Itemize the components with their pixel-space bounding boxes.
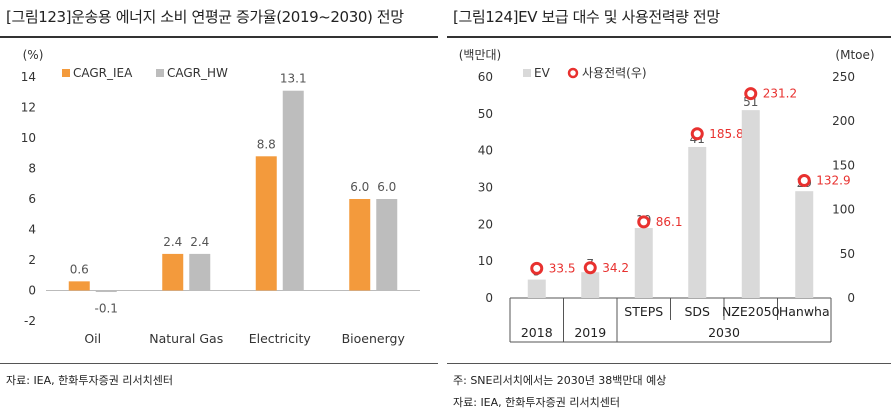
x-group-label: 2018	[521, 325, 553, 340]
right-tick-label: 0	[847, 291, 855, 305]
y-tick-label: 12	[21, 101, 36, 115]
ev-bar-steps	[634, 228, 653, 298]
y-axis-unit: (%)	[23, 48, 44, 62]
y-tick-label: 6	[28, 192, 36, 206]
left-tick-label: 30	[478, 181, 493, 195]
right-source-rule	[447, 363, 891, 364]
x-group-label: 2030	[708, 325, 740, 340]
left-source: 자료: IEA, 한화투자증권 리서치센터	[6, 374, 173, 387]
bar-cagr-hw-bioenergy	[376, 199, 398, 291]
right-chart-title: [그림124]EV 보급 대수 및 사용전력량 전망	[453, 8, 720, 26]
legend-label: CAGR_HW	[167, 66, 228, 80]
data-label: 0.6	[70, 262, 89, 276]
power-data-label: 231.2	[763, 87, 797, 101]
bar-cagr-iea-oil	[68, 281, 90, 291]
legend-label: CAGR_IEA	[73, 66, 133, 80]
ev-bar-sds	[688, 146, 707, 298]
ev-bar-nze2050	[741, 110, 760, 299]
data-label: 2.4	[163, 235, 182, 249]
left-tick-label: 10	[478, 254, 493, 268]
right-axis-unit: (Mtoe)	[835, 48, 874, 62]
x-scenario-label: NZE2050	[722, 304, 780, 319]
left-axis-unit: (백만대)	[459, 48, 501, 62]
y-tick-label: -2	[24, 314, 36, 328]
x-category-label: Natural Gas	[149, 331, 223, 346]
data-label: 2.4	[190, 235, 209, 249]
left-tick-label: 60	[478, 70, 493, 84]
x-category-label: Electricity	[249, 331, 312, 346]
left-tick-label: 50	[478, 107, 493, 121]
power-marker-2019	[583, 261, 597, 275]
bar-cagr-iea-bioenergy	[349, 199, 371, 291]
power-data-label: 34.2	[602, 261, 629, 275]
data-label: 6.0	[377, 180, 396, 194]
left-tick-label: 20	[478, 217, 493, 231]
x-scenario-label: SDS	[685, 304, 711, 319]
power-data-label: 185.8	[709, 127, 743, 141]
bar-cagr-hw-oil	[95, 290, 117, 293]
right-tick-label: 100	[832, 203, 855, 217]
power-data-label: 33.5	[549, 261, 576, 275]
data-label: 6.0	[350, 180, 369, 194]
y-tick-label: 0	[28, 284, 36, 298]
left-source-rule	[0, 363, 438, 364]
legend-label: 사용전력(우)	[582, 66, 647, 80]
right-tick-label: 150	[832, 158, 855, 172]
right-chart-panel: [그림124]EV 보급 대수 및 사용전력량 전망 (백만대) (Mtoe) 0 1…	[447, 0, 891, 414]
bar-cagr-iea-natural-gas	[162, 253, 184, 291]
legend-label: EV	[534, 66, 551, 80]
y-tick-label: 10	[21, 131, 36, 145]
left-title-rule	[0, 36, 438, 38]
x-scenario-label: Hanwha	[779, 304, 830, 319]
legend-swatch-ev	[523, 69, 531, 77]
x-scenario-label: STEPS	[624, 304, 663, 319]
x-group-label: 2019	[574, 325, 606, 340]
left-chart-panel: [그림123]운송용 에너지 소비 연평균 증가율(2019~2030) 전망 …	[0, 0, 444, 414]
ev-power-combo-chart: (백만대)(Mtoe)01020304050600501001502002505…	[459, 48, 875, 343]
ev-bar-2018	[527, 279, 546, 298]
y-tick-label: 4	[28, 223, 36, 237]
x-category-label: Oil	[84, 331, 101, 346]
right-source: 자료: IEA, 한화투자증권 리서치센터	[453, 396, 620, 409]
legend-swatch-cagr-iea	[62, 69, 70, 77]
right-tick-label: 250	[832, 70, 855, 84]
data-label: -0.1	[95, 302, 118, 316]
power-marker-sds	[690, 127, 704, 141]
power-marker-steps	[637, 215, 651, 229]
y-tick-label: 2	[28, 253, 36, 267]
ev-bar-hanwha	[795, 191, 814, 298]
right-note: 주: SNE리서치에서는 2030년 38백만대 예상	[453, 374, 667, 387]
legend-marker-power	[567, 67, 579, 79]
bar-cagr-hw-natural-gas	[189, 253, 211, 291]
data-label: 8.8	[257, 137, 276, 151]
power-marker-hanwha	[797, 174, 811, 188]
x-category-label: Bioenergy	[342, 331, 406, 346]
right-tick-label: 50	[840, 247, 855, 261]
power-marker-2018	[530, 261, 544, 275]
data-label: 13.1	[280, 72, 307, 86]
legend-swatch-cagr-hw	[156, 69, 164, 77]
y-tick-label: 8	[28, 162, 36, 176]
power-marker-nze2050	[744, 87, 758, 101]
right-title-rule	[447, 36, 891, 38]
cagr-bar-chart: (%) -2 0 2 4 6 8 10 12 14 0.6 -0.1 Oil 2.4 2.4 Natural …	[21, 48, 420, 346]
ev-bar-2019	[581, 272, 600, 298]
y-tick-label: 14	[21, 70, 36, 84]
left-tick-label: 0	[485, 291, 493, 305]
power-data-label: 86.1	[656, 215, 683, 229]
left-tick-label: 40	[478, 144, 493, 158]
bar-cagr-hw-electricity	[282, 90, 304, 291]
power-data-label: 132.9	[816, 174, 850, 188]
bar-cagr-iea-electricity	[255, 156, 277, 291]
left-chart-title: [그림123]운송용 에너지 소비 연평균 증가율(2019~2030) 전망	[6, 8, 404, 26]
right-tick-label: 200	[832, 114, 855, 128]
